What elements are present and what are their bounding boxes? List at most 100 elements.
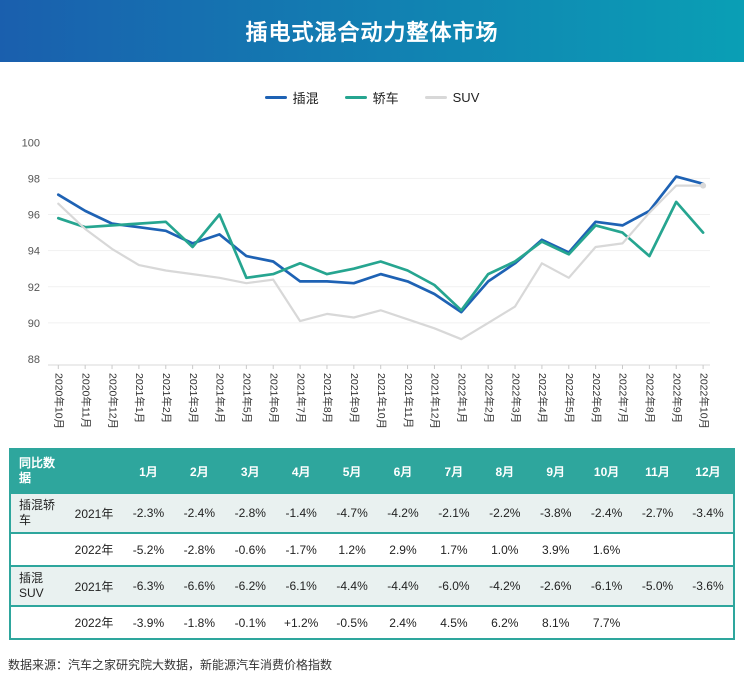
yoy-value-cell: -4.7% xyxy=(336,506,368,520)
yoy-value-cell: -2.2% xyxy=(489,506,521,520)
month-header: 11月 xyxy=(645,464,670,479)
month-header: 7月 xyxy=(444,464,464,479)
yoy-value-cell: +1.2% xyxy=(283,615,319,630)
x-axis-label: 2022年6月 xyxy=(590,373,603,423)
y-axis-label: 98 xyxy=(28,173,40,185)
y-axis-label: 96 xyxy=(28,210,40,222)
yoy-value-cell: 2.9% xyxy=(389,542,417,557)
y-axis-label: 88 xyxy=(28,354,40,366)
yoy-value-cell: 1.0% xyxy=(491,542,519,557)
x-axis-label: 2021年6月 xyxy=(267,373,280,423)
row-group-label: 插混SUV xyxy=(19,571,44,600)
yoy-value-cell xyxy=(632,533,683,566)
yoy-value-cell: 1.6% xyxy=(592,542,621,557)
month-header: 8月 xyxy=(495,464,515,479)
month-header: 6月 xyxy=(393,464,413,479)
yoy-value-cell: 2.4% xyxy=(389,615,417,630)
row-year-label: 2022年 xyxy=(74,616,114,630)
yoy-value-cell: -6.1% xyxy=(590,579,623,593)
yoy-value-cell: -0.5% xyxy=(336,615,368,630)
x-axis-label: 2021年8月 xyxy=(321,373,334,423)
x-axis-label: 2022年5月 xyxy=(563,373,576,423)
legend-label: 插混 xyxy=(292,90,319,106)
y-axis-label: 90 xyxy=(28,318,40,330)
x-axis-label: 2022年4月 xyxy=(536,373,549,423)
month-header: 12月 xyxy=(695,464,721,479)
table-row: 插混轿车 2021年 -2.3% -2.4% -2.8% -1.4% -4.7% -4.2% -… xyxy=(10,493,734,533)
x-axis-label: 2020年11月 xyxy=(79,373,92,428)
yoy-value-cell: -6.2% xyxy=(234,579,266,593)
row-year-label: 2021年 xyxy=(74,506,114,521)
x-axis-label: 2022年1月 xyxy=(456,373,469,423)
series-end-dot xyxy=(700,182,707,189)
row-group-label: 插混轿车 xyxy=(19,498,56,527)
legend-line-swatch xyxy=(424,95,447,99)
yoy-value-cell: -0.1% xyxy=(234,615,266,630)
yoy-value-cell: -2.8% xyxy=(234,506,266,520)
x-axis-label: 2021年5月 xyxy=(241,373,254,423)
yoy-value-cell: -6.0% xyxy=(438,579,470,593)
x-axis-label: 2022年2月 xyxy=(482,373,495,423)
yoy-value-cell: -2.7% xyxy=(641,506,674,520)
x-axis-label: 2022年10月 xyxy=(697,373,710,429)
series-line-插混 xyxy=(56,175,705,314)
x-axis-label: 2022年8月 xyxy=(644,373,657,423)
x-axis-label: 2021年1月 xyxy=(133,373,146,423)
x-axis-label: 2020年10月 xyxy=(53,373,66,429)
yoy-table-head: 同比数据 1月 2月 3月 4月 5月 6月 7月 8月 9月 10月 11月 12月 xyxy=(10,449,734,493)
yoy-value-cell: -6.6% xyxy=(183,579,216,593)
yoy-table-body: 插混轿车 2021年 -2.3% -2.4% -2.8% -1.4% -4.7% -4.2% -… xyxy=(10,493,734,639)
page-header: 插电式混合动力整体市场 xyxy=(0,0,744,62)
yoy-value-cell: 1.2% xyxy=(338,542,366,557)
row-year-label: 2022年 xyxy=(74,543,114,557)
yoy-value-cell: -6.3% xyxy=(132,579,165,593)
x-axis-label: 2021年9月 xyxy=(348,373,361,423)
legend-item-SUV[interactable]: SUV xyxy=(424,89,480,105)
yoy-value-cell: 8.1% xyxy=(542,615,570,630)
yoy-value-cell: -4.4% xyxy=(387,579,419,593)
month-header: 1月 xyxy=(139,464,158,479)
row-year-label: 2021年 xyxy=(74,579,114,594)
yoy-value-cell: -0.6% xyxy=(234,542,266,557)
legend-label: SUV xyxy=(452,89,480,105)
data-source: 数据来源：汽车之家研究院大数据，新能源汽车消费价格指数 xyxy=(8,658,333,672)
yoy-value-cell xyxy=(683,606,734,639)
year-column-header xyxy=(65,449,123,493)
row-group-label xyxy=(10,606,65,639)
table-row: 插混SUV 2021年 -6.3% -6.6% -6.2% -6.1% -4.4% -4.4%… xyxy=(10,566,734,606)
x-axis-label: 2022年9月 xyxy=(670,373,683,423)
series-line-轿车 xyxy=(56,200,705,312)
yoy-value-cell: -4.4% xyxy=(336,579,368,593)
legend-item-轿车[interactable]: 轿车 xyxy=(344,88,399,107)
yoy-value-cell: -5.2% xyxy=(132,542,165,557)
x-axis-label: 2022年7月 xyxy=(617,373,630,423)
yoy-value-cell: -2.1% xyxy=(438,506,470,520)
yoy-value-cell: -2.8% xyxy=(183,542,216,557)
table-row: 2022年 -5.2% -2.8% -0.6% -1.7% 1.2% 2.9% 1.7% 1.0… xyxy=(10,533,734,566)
row-group-label xyxy=(10,533,65,566)
yoy-value-cell: -2.4% xyxy=(590,506,623,520)
yoy-value-cell: 1.7% xyxy=(440,542,468,557)
line-chart: 88 90 92 94 96 98 100 2020年10月 2020年11月 2020年12月 2… xyxy=(22,137,711,429)
month-header: 5月 xyxy=(342,464,362,479)
table-corner-header: 同比数据 xyxy=(19,456,56,485)
yoy-value-cell: -1.8% xyxy=(183,615,216,630)
x-axis-label: 2021年7月 xyxy=(294,373,307,423)
y-axis-label: 94 xyxy=(28,246,40,258)
yoy-value-cell: 7.7% xyxy=(592,615,621,630)
yoy-value-cell: -2.3% xyxy=(132,506,165,520)
yoy-value-cell xyxy=(632,606,683,639)
legend-line-swatch xyxy=(344,95,367,99)
yoy-value-cell: -1.7% xyxy=(285,542,317,557)
legend-item-插混[interactable]: 插混 xyxy=(264,88,319,107)
yoy-value-cell xyxy=(683,533,734,566)
table-header-row: 同比数据 1月 2月 3月 4月 5月 6月 7月 8月 9月 10月 11月 12月 xyxy=(10,449,734,493)
series-line-SUV xyxy=(57,184,705,341)
x-axis-label: 2021年4月 xyxy=(214,373,227,423)
yoy-value-cell: 6.2% xyxy=(491,615,519,630)
x-axis-label: 2021年2月 xyxy=(160,373,173,423)
yoy-value-cell: -5.0% xyxy=(641,579,674,593)
x-axis-label: 2021年11月 xyxy=(402,373,415,428)
yoy-value-cell: 3.9% xyxy=(542,542,570,557)
yoy-value-cell: -2.4% xyxy=(183,506,216,520)
